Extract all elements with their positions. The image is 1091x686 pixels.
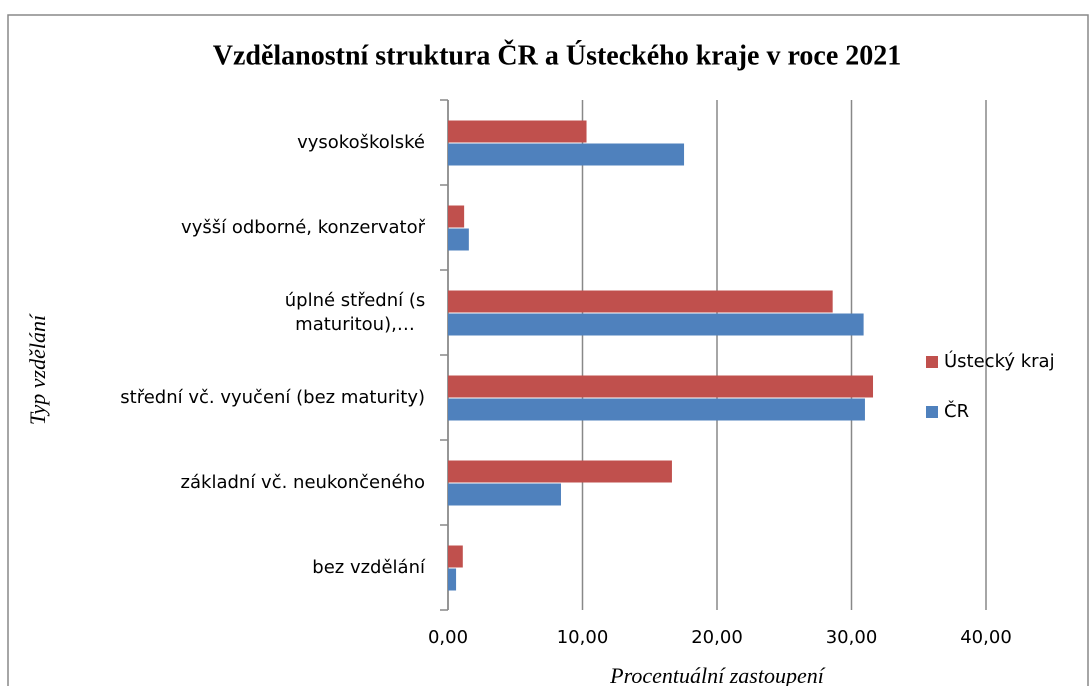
bar	[448, 143, 685, 166]
bar	[448, 483, 561, 506]
y-tick-label: úplné střední (s maturitou),…	[284, 289, 426, 335]
bar	[448, 290, 833, 313]
bar	[448, 568, 457, 591]
bar	[448, 228, 469, 251]
legend-label: ČR	[944, 400, 969, 422]
y-tick-label: vyšší odborné, konzervatoř	[181, 216, 425, 238]
y-axis-title: Typ vzdělání	[25, 313, 50, 425]
bar	[448, 398, 865, 421]
chart-frame	[7, 14, 1089, 686]
x-axis-title: Procentuální zastoupení	[609, 663, 826, 686]
legend-label: Ústecký kraj	[944, 350, 1055, 372]
x-tick-label: 0,00	[428, 627, 468, 648]
y-tick-label: základní vč. neukončeného	[180, 471, 425, 493]
bar	[448, 460, 672, 483]
bar	[448, 205, 465, 228]
bar	[448, 313, 864, 336]
x-tick-label: 40,00	[960, 627, 1012, 648]
bar	[448, 545, 463, 568]
x-tick-label: 10,00	[557, 627, 609, 648]
bar	[448, 375, 874, 398]
x-tick-label: 30,00	[826, 627, 878, 648]
y-tick-label: vysokoškolské	[297, 131, 425, 153]
bar	[448, 120, 587, 143]
chart-title: Vzdělanostní struktura ČR a Ústeckého kr…	[213, 40, 902, 71]
y-tick-label: bez vzdělání	[312, 556, 425, 578]
legend-swatch	[926, 356, 938, 368]
y-tick-label: střední vč. vyučení (bez maturity)	[120, 386, 425, 408]
legend-swatch	[926, 406, 938, 418]
x-tick-label: 20,00	[691, 627, 743, 648]
